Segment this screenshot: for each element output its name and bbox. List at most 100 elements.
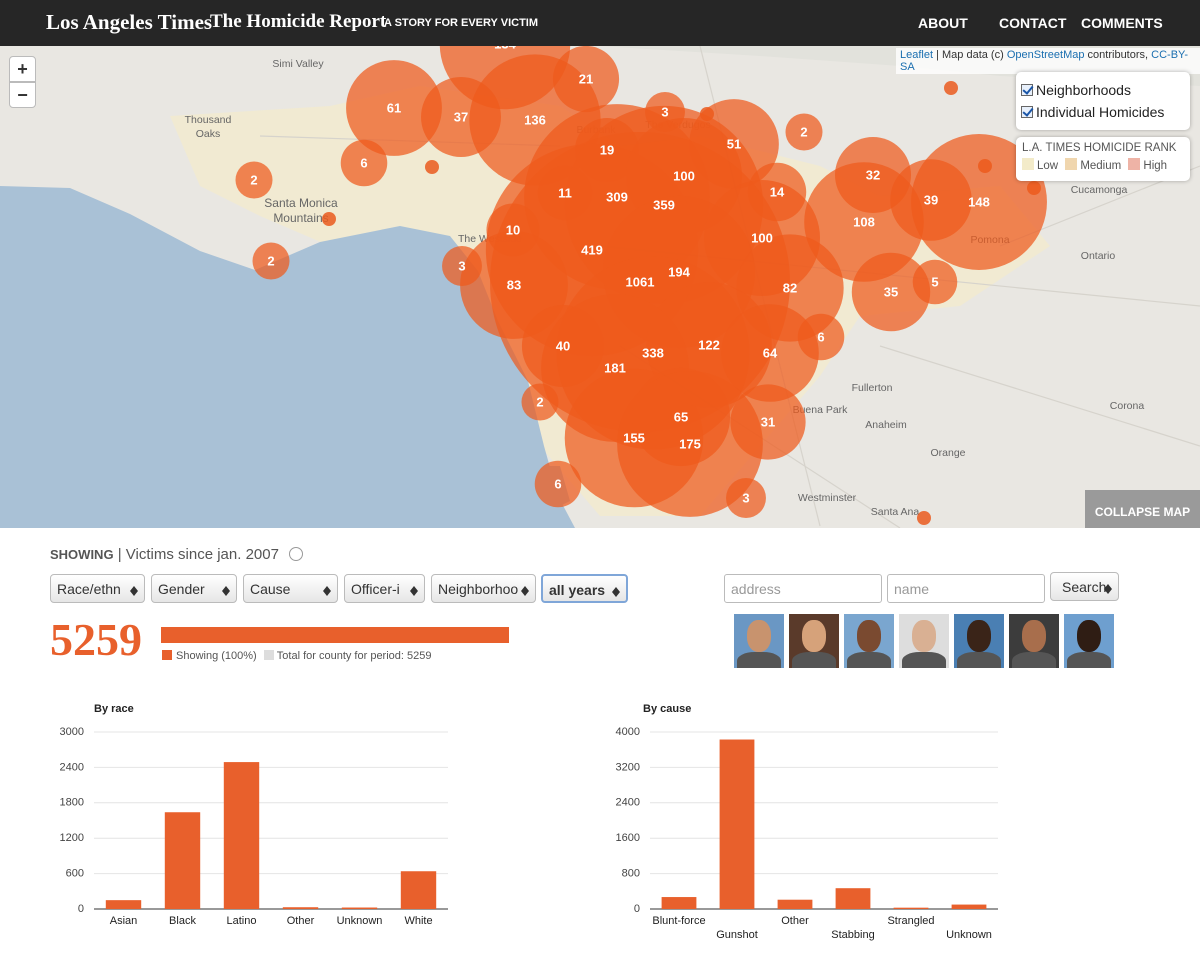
bar xyxy=(777,899,813,909)
cluster-label: 309 xyxy=(606,189,628,204)
legend-label: Showing (100%) xyxy=(176,650,257,662)
cluster xyxy=(721,304,819,402)
victim-photo[interactable] xyxy=(789,614,839,668)
cluster-label: 108 xyxy=(853,214,875,229)
showing-text: | Victims since jan. 2007 xyxy=(117,546,279,563)
x-tick-label: Strangled xyxy=(887,915,934,927)
bar xyxy=(282,907,319,909)
link[interactable]: CC-BY-SA xyxy=(900,49,1189,73)
swatch xyxy=(1022,158,1034,170)
cluster-label: 51 xyxy=(727,136,741,151)
bar xyxy=(893,907,929,909)
cluster-label: 2 xyxy=(250,172,257,187)
cluster-label: 19 xyxy=(600,142,614,157)
bar xyxy=(835,888,871,909)
victim-photo[interactable] xyxy=(1064,614,1114,668)
layer[interactable]: Neighborhoods xyxy=(1021,78,1185,102)
cluster xyxy=(726,478,766,518)
checkbox[interactable] xyxy=(1021,106,1033,118)
address-input[interactable]: address xyxy=(724,574,882,603)
name-input[interactable]: name xyxy=(887,574,1045,603)
cluster-label: 2 xyxy=(267,253,274,268)
y-tick-label: 2400 xyxy=(616,797,640,809)
cluster-label: 61 xyxy=(387,100,401,115)
nav-link[interactable]: COMMENTS xyxy=(1081,15,1163,31)
cluster xyxy=(346,60,442,156)
place-label: Santa Monica xyxy=(264,196,338,210)
swatch xyxy=(263,650,274,660)
victim-photo[interactable] xyxy=(844,614,894,668)
ocean xyxy=(0,186,575,528)
tagline: A STORY FOR EVERY VICTIM xyxy=(384,17,539,29)
place-label: Anaheim xyxy=(865,419,907,431)
cluster-label: 3 xyxy=(742,490,749,505)
swatch xyxy=(162,650,172,660)
cluster-label: 194 xyxy=(668,264,690,279)
search-button[interactable]: Search xyxy=(1050,572,1119,601)
map[interactable]: Simi Valley Thousand Oaks Santa MonicaMount… xyxy=(0,46,1200,528)
x-tick-label: Unknown xyxy=(337,915,383,927)
victim-photo[interactable] xyxy=(954,614,1004,668)
select[interactable]: Race/ethn xyxy=(50,574,145,603)
cluster xyxy=(252,242,290,280)
brand[interactable]: Los Angeles Times xyxy=(46,10,213,34)
y-tick-label: 600 xyxy=(66,868,84,880)
nav-link[interactable]: CONTACT xyxy=(999,15,1067,31)
select[interactable]: Officer-i xyxy=(344,574,425,603)
clear-button[interactable] xyxy=(289,547,304,561)
link[interactable]: Leaflet xyxy=(900,49,934,61)
cluster-label: 136 xyxy=(524,112,546,127)
site-title[interactable]: The Homicide Report xyxy=(210,11,387,32)
link[interactable]: OpenStreetMap xyxy=(1006,49,1085,61)
bar xyxy=(161,627,509,643)
cluster xyxy=(340,139,388,187)
checkbox[interactable] xyxy=(1021,84,1033,96)
cluster-label: 64 xyxy=(763,345,778,360)
cluster-label: 419 xyxy=(581,242,603,257)
y-tick-label: 3000 xyxy=(60,726,84,738)
place-label: Mountains xyxy=(273,211,328,225)
select[interactable]: Gender xyxy=(151,574,237,603)
victim-photo[interactable] xyxy=(899,614,949,668)
cluster-label: 134 xyxy=(494,46,516,51)
zoom-in[interactable]: + xyxy=(9,56,36,82)
bar xyxy=(951,904,987,909)
select[interactable]: Neighborhoo xyxy=(431,574,536,603)
place-label: Thousand xyxy=(185,114,232,126)
place-label: Westminster xyxy=(798,492,857,504)
y-tick-label: 1600 xyxy=(616,832,640,844)
victim-photo[interactable] xyxy=(1009,614,1059,668)
cluster-label: 100 xyxy=(673,168,695,183)
y-tick-label: 3200 xyxy=(616,761,640,773)
bar xyxy=(164,812,201,909)
x-tick-label: Black xyxy=(169,915,196,927)
bar xyxy=(223,762,260,909)
cluster-label: 122 xyxy=(698,337,720,352)
x-tick-label: Gunshot xyxy=(716,929,758,941)
cluster xyxy=(235,161,273,199)
collapse-map[interactable]: COLLAPSE MAP xyxy=(1085,490,1200,528)
bar xyxy=(400,871,437,909)
y-tick-label: 1800 xyxy=(60,797,84,809)
select[interactable]: all years xyxy=(541,574,628,603)
showing-label: SHOWING xyxy=(50,547,114,562)
cluster-label: 21 xyxy=(579,71,593,86)
layer[interactable]: Individual Homicides xyxy=(1021,100,1185,124)
layer-label: Individual Homicides xyxy=(1036,104,1165,120)
select[interactable]: Cause xyxy=(243,574,338,603)
cluster-label: 181 xyxy=(604,360,626,375)
count: 5259 xyxy=(50,614,142,665)
legend-label: High xyxy=(1143,160,1168,172)
cluster xyxy=(911,134,1047,270)
nav-link[interactable]: ABOUT xyxy=(918,15,968,31)
cluster-label: 359 xyxy=(653,197,675,212)
victim-photo[interactable] xyxy=(734,614,784,668)
cluster-label: 83 xyxy=(507,277,521,292)
place-label: Buena Park xyxy=(793,404,849,416)
cluster-label: 2 xyxy=(800,124,807,139)
x-tick-label: Latino xyxy=(227,915,257,927)
cluster-label: 3 xyxy=(458,258,465,273)
zoom-out[interactable]: − xyxy=(9,82,36,108)
cluster-label: 175 xyxy=(679,436,701,451)
cluster-label: 10 xyxy=(506,222,520,237)
